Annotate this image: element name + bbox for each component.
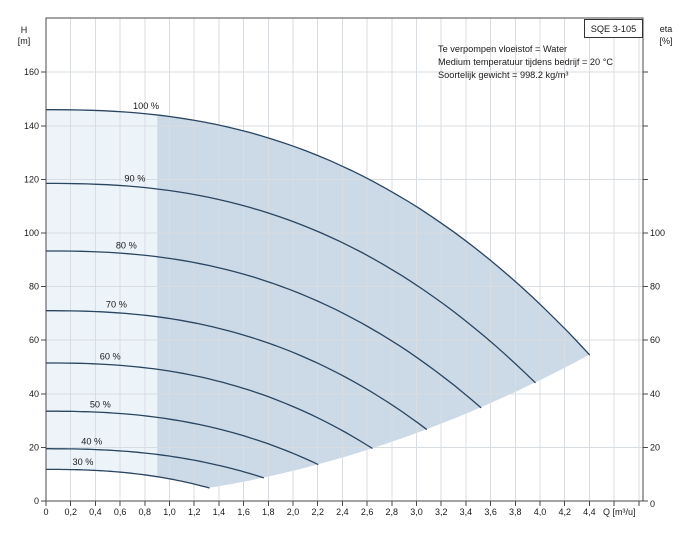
x-tick-label: 0,2 [64,507,77,517]
x-tick-label: 3,0 [410,507,423,517]
pump-curve-100 [45,109,591,356]
speed-label-30: 30 % [73,457,94,467]
speed-label-70: 70 % [106,300,127,310]
x-tick-label: 0 [43,507,48,517]
speed-label-100: 100 % [133,101,159,111]
x-tick-label: 1,2 [188,507,201,517]
x-tick-label: 1,4 [213,507,226,517]
x-tick-label: 2,6 [361,507,374,517]
plot-border [45,17,644,502]
axes [41,17,648,506]
left-axis-title-unit: [m] [18,36,31,46]
condition-density: Soortelijk gewicht = 998.2 kg/m³ [438,70,568,80]
right-tick-label: 100 [650,228,665,238]
condition-temperature: Medium temperatuur tijdens bedrijf = 20 … [438,57,613,67]
left-tick-label: 20 [29,442,39,452]
right-tick-label: 80 [650,282,660,292]
speed-label-80: 80 % [116,241,137,251]
x-tick-label: 1,8 [262,507,275,517]
left-tick-label: 0 [34,496,39,506]
right-tick-label: 60 [650,335,660,345]
x-tick-label: 2,0 [287,507,300,517]
x-tick-label: 2,4 [336,507,349,517]
x-tick-label: 3,2 [435,507,448,517]
pump-curve-60 [45,362,373,449]
pump-curve-70 [45,310,428,430]
x-tick-label: 2,2 [311,507,324,517]
x-tick-label: 1,0 [163,507,176,517]
pump-curve-90 [45,182,536,384]
pump-curve-50 [45,410,319,465]
right-axis-title-unit: [%] [659,36,672,46]
condition-liquid: Te verpompen vloeistof = Water [438,44,567,54]
pump-curve-30 [45,468,210,489]
x-tick-label: 0,8 [139,507,152,517]
x-tick-label: 3,6 [484,507,497,517]
left-tick-label: 120 [24,174,39,184]
left-tick-label: 100 [24,228,39,238]
left-tick-label: 160 [24,67,39,77]
conditions-block: Te verpompen vloeistof = Water Medium te… [438,44,613,80]
x-tick-label: 3,4 [460,507,473,517]
x-tick-label: 3,8 [509,507,522,517]
left-tick-label: 140 [24,121,39,131]
left-tick-label: 60 [29,335,39,345]
pump-model-badge-text: SQE 3-105 [591,24,636,34]
pump-curve-80 [45,250,482,409]
speed-label-40: 40 % [81,436,102,446]
x-tick-label: 0,4 [89,507,102,517]
pump-model-badge-box [584,19,643,38]
left-tick-label: 40 [29,389,39,399]
x-axis-title: Q [m³/u] [603,507,636,517]
right-tick-label: 40 [650,389,660,399]
x-tick-label: 2,8 [386,507,399,517]
grid [46,18,643,501]
right-axis-title-quantity: eta [660,24,673,34]
left-axis-title-quantity: H [21,25,28,35]
speed-label-60: 60 % [100,352,121,362]
tick-labels: 0 20 40 60 80 100 120 140 160 0 20 40 60 80 100 0 0,2 0,4… [24,67,665,517]
x-tick-label: 1,6 [237,507,250,517]
x-tick-label: 4,0 [534,507,547,517]
speed-label-50: 50 % [90,399,111,409]
x-tick-label: 4,4 [583,507,596,517]
operating-area-low-flow [46,109,158,488]
speed-label-90: 90 % [124,174,145,184]
pump-curve-40 [45,448,265,479]
pump-model-badge: SQE 3-105 [584,19,643,38]
left-tick-label: 80 [29,282,39,292]
right-tick-label: 0 [650,499,655,509]
right-tick-label: 20 [650,442,660,452]
x-tick-label: 4,2 [558,507,571,517]
x-tick-label: 0,6 [114,507,127,517]
